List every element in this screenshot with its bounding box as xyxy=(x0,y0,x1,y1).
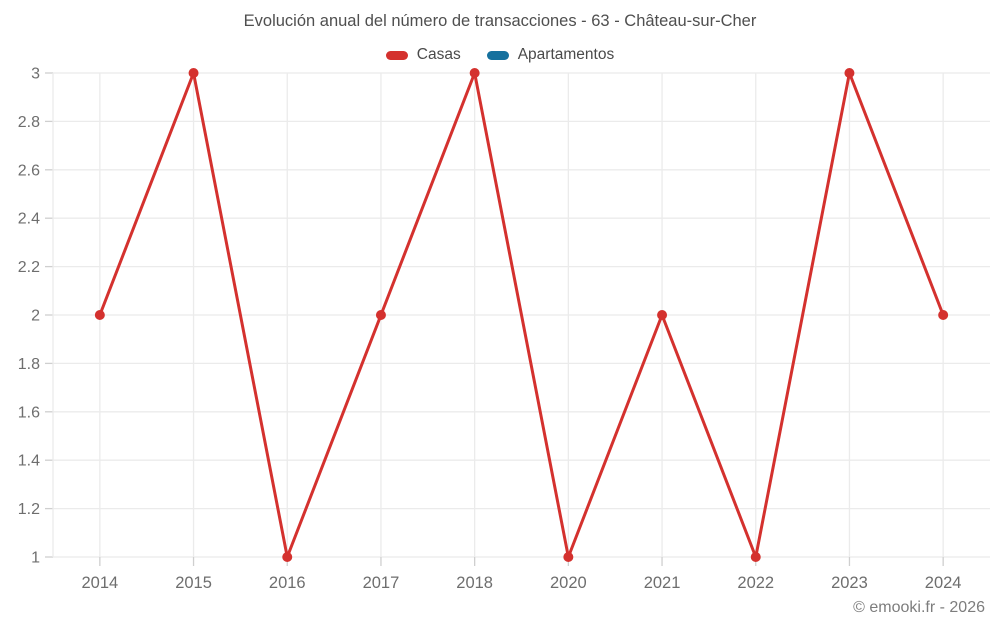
data-point-casas[interactable] xyxy=(188,68,199,78)
x-tick-label: 2018 xyxy=(456,574,493,592)
x-tick-label: 2016 xyxy=(269,574,306,592)
y-tick-label: 2.4 xyxy=(18,211,40,228)
x-tick-label: 2017 xyxy=(363,574,400,592)
y-tick-label: 1 xyxy=(31,550,40,567)
data-point-casas[interactable] xyxy=(844,68,855,78)
data-point-casas[interactable] xyxy=(750,552,761,562)
y-tick-label: 2.2 xyxy=(18,259,40,276)
x-tick-label: 2022 xyxy=(737,574,774,592)
data-point-casas[interactable] xyxy=(938,310,949,320)
y-tick-label: 1.8 xyxy=(18,356,40,373)
x-tick-label: 2015 xyxy=(175,574,212,592)
data-point-casas[interactable] xyxy=(94,310,105,320)
legend-label: Casas xyxy=(416,46,461,63)
y-tick-label: 3 xyxy=(31,66,40,83)
x-tick-label: 2023 xyxy=(831,574,868,592)
legend-item-apartamentos[interactable]: Apartamentos xyxy=(486,46,615,64)
data-point-casas[interactable] xyxy=(469,68,480,78)
legend-swatch-icon xyxy=(486,50,509,60)
x-tick-label: 2024 xyxy=(925,574,962,592)
data-point-casas[interactable] xyxy=(375,310,386,320)
chart-title: Evolución anual del número de transaccio… xyxy=(243,12,757,30)
data-point-casas[interactable] xyxy=(282,552,293,562)
legend-item-casas[interactable]: Casas xyxy=(385,46,461,64)
data-point-casas[interactable] xyxy=(657,310,668,320)
x-tick-label: 2014 xyxy=(81,574,118,592)
series-line-casas xyxy=(98,71,945,559)
y-tick-label: 2 xyxy=(31,308,40,325)
y-tick-label: 1.6 xyxy=(18,404,40,421)
y-tick-label: 1.4 xyxy=(18,453,40,470)
y-tick-label: 2.6 xyxy=(18,162,40,179)
y-tick-label: 1.2 xyxy=(18,501,40,518)
legend-label: Apartamentos xyxy=(517,46,615,63)
x-tick-label: 2020 xyxy=(550,574,587,592)
legend: Casas Apartamentos xyxy=(0,46,1000,64)
data-point-casas[interactable] xyxy=(563,552,574,562)
copyright: © emooki.fr - 2026 xyxy=(853,599,985,616)
legend-swatch-icon xyxy=(385,50,408,60)
x-tick-label: 2021 xyxy=(644,574,681,592)
y-tick-label: 2.8 xyxy=(18,114,40,131)
